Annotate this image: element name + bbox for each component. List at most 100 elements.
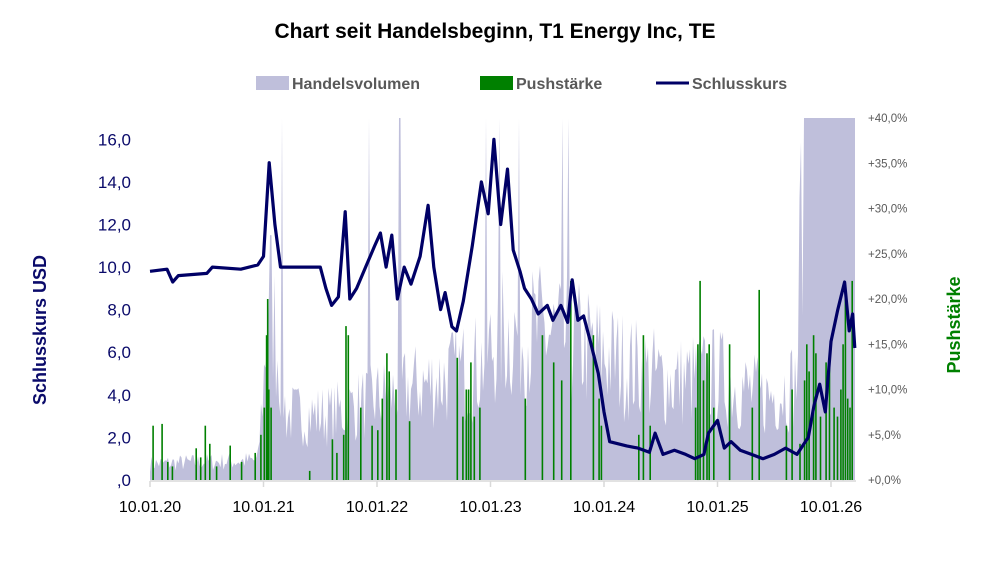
push-bar — [265, 335, 268, 480]
legend-label-price: Schlusskurs — [692, 76, 787, 93]
push-bar — [833, 407, 835, 480]
left-tick-label: 4,0 — [107, 386, 131, 405]
push-bar — [844, 289, 847, 480]
push-bar — [209, 443, 211, 480]
push-bar — [260, 434, 262, 481]
push-bar — [828, 353, 831, 480]
push-bar — [467, 389, 470, 480]
push-bar — [268, 389, 270, 480]
push-bar — [254, 452, 256, 480]
push-bar — [706, 353, 708, 480]
push-bar — [819, 416, 822, 480]
push-bar — [799, 443, 801, 480]
push-bar — [266, 299, 269, 480]
push-bar — [803, 380, 806, 480]
right-tick-label: +35,0% — [868, 158, 907, 170]
right-tick-label: +20,0% — [868, 294, 907, 306]
push-bar — [758, 289, 760, 480]
left-tick-label: 10,0 — [98, 258, 131, 277]
push-bar — [552, 362, 555, 480]
push-bar — [377, 430, 379, 480]
right-axis-ticks: +0,0% +5,0% +10,0% +15,0% +20,0% +25,0% +30,0%… — [868, 113, 907, 487]
volume-area — [150, 118, 855, 480]
right-tick-label: +15,0% — [868, 339, 907, 351]
push-bar — [851, 280, 853, 480]
left-axis-label: Schlusskurs USD — [30, 255, 50, 405]
push-bar — [785, 425, 788, 480]
push-bar — [592, 335, 595, 480]
push-bar — [308, 470, 311, 480]
push-bar — [642, 335, 645, 480]
left-tick-label: 8,0 — [107, 301, 131, 320]
push-bar — [462, 416, 464, 480]
push-bar — [825, 362, 827, 480]
push-bar — [263, 407, 266, 480]
push-bar — [360, 407, 362, 480]
push-bar — [386, 353, 388, 480]
push-bar — [204, 425, 207, 480]
chart-title: Chart seit Handelsbeginn, T1 Energy Inc,… — [274, 20, 715, 43]
push-bar — [702, 380, 705, 480]
push-bar — [708, 344, 710, 481]
x-axis-ticks: 10.01.20 10.01.21 10.01.22 10.01.23 10.01.24… — [119, 481, 862, 516]
push-bar — [791, 389, 793, 480]
push-bar — [836, 416, 839, 480]
x-tick-label: 10.01.26 — [800, 499, 862, 516]
push-bar — [840, 389, 842, 480]
push-bar — [199, 457, 202, 480]
push-bar — [347, 335, 350, 480]
push-bar — [270, 407, 272, 480]
x-tick-label: 10.01.22 — [346, 499, 408, 516]
x-tick-label: 10.01.25 — [686, 499, 748, 516]
push-bar — [600, 425, 603, 480]
push-bar — [697, 344, 699, 481]
push-bar — [408, 421, 411, 480]
push-bar — [215, 466, 218, 480]
right-tick-label: +40,0% — [868, 113, 907, 125]
left-tick-label: 14,0 — [98, 173, 131, 192]
push-bar — [728, 344, 731, 481]
legend-swatch-volume — [256, 76, 289, 90]
legend-swatch-push — [480, 76, 513, 90]
push-bar — [240, 461, 243, 480]
right-axis-label: Pushstärke — [944, 276, 964, 373]
push-bar — [161, 423, 163, 480]
push-bar — [336, 452, 338, 480]
push-bar — [815, 353, 817, 480]
push-bar — [842, 344, 844, 481]
price-line — [149, 137, 857, 461]
push-bar — [541, 335, 544, 480]
volume-area-group — [150, 118, 855, 480]
push-bar — [456, 357, 459, 480]
push-bar — [570, 280, 572, 480]
x-tick-label: 10.01.21 — [232, 499, 294, 516]
push-bar — [171, 466, 174, 480]
push-bar — [694, 407, 697, 480]
push-bar — [524, 398, 527, 480]
push-bar — [381, 398, 384, 480]
legend: Handelsvolumen Pushstärke Schlusskurs — [256, 76, 787, 93]
right-tick-label: +10,0% — [868, 385, 907, 397]
push-bar — [465, 389, 468, 480]
right-tick-label: +0,0% — [868, 475, 901, 487]
push-bar — [388, 371, 390, 480]
push-bar — [806, 344, 808, 481]
x-tick-label: 10.01.24 — [573, 499, 635, 516]
push-bar — [849, 407, 851, 480]
push-bar — [229, 445, 231, 480]
push-bar — [598, 398, 600, 480]
push-bar — [371, 425, 373, 480]
push-bar — [395, 389, 397, 480]
legend-label-volume: Handelsvolumen — [292, 76, 420, 93]
push-bar — [345, 326, 347, 480]
left-tick-label: 12,0 — [98, 216, 131, 235]
push-bar — [479, 407, 481, 480]
push-bar — [470, 362, 472, 480]
push-bar — [713, 407, 715, 480]
right-tick-label: +30,0% — [868, 204, 907, 216]
push-bar — [560, 380, 563, 480]
right-tick-label: +5,0% — [868, 430, 901, 442]
push-bar — [846, 398, 849, 480]
